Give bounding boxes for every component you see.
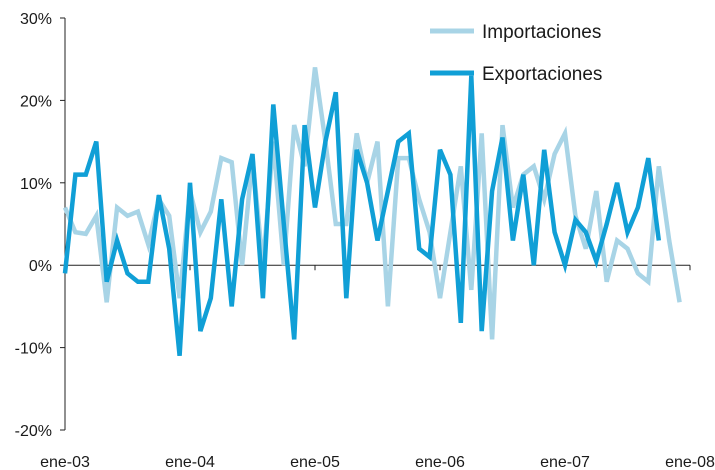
legend-label-importaciones: Importaciones — [482, 22, 601, 43]
series-layer — [65, 67, 680, 355]
legend-label-exportaciones: Exportaciones — [482, 64, 602, 85]
y-tick-label: 30% — [20, 11, 52, 28]
y-tick-label: 10% — [20, 176, 52, 193]
series-line-exportaciones — [65, 76, 659, 356]
x-tick-label: ene-06 — [415, 454, 465, 470]
y-tick-label: -20% — [15, 423, 52, 440]
x-tick-label: ene-03 — [40, 454, 90, 470]
x-tick-label: ene-04 — [165, 454, 215, 470]
x-axis: ene-03 ene-04 ene-05 ene-06 ene-07 ene-08 — [40, 265, 715, 470]
x-tick-label: ene-08 — [665, 454, 715, 470]
x-tick-label: ene-05 — [290, 454, 340, 470]
y-axis: 30% 20% 10% 0% -10% -20% — [15, 11, 65, 440]
y-tick-label: -10% — [15, 341, 52, 358]
y-tick-label: 0% — [29, 258, 52, 275]
legend: Importaciones Exportaciones — [430, 22, 602, 85]
y-tick-label: 20% — [20, 93, 52, 110]
x-tick-label: ene-07 — [540, 454, 590, 470]
